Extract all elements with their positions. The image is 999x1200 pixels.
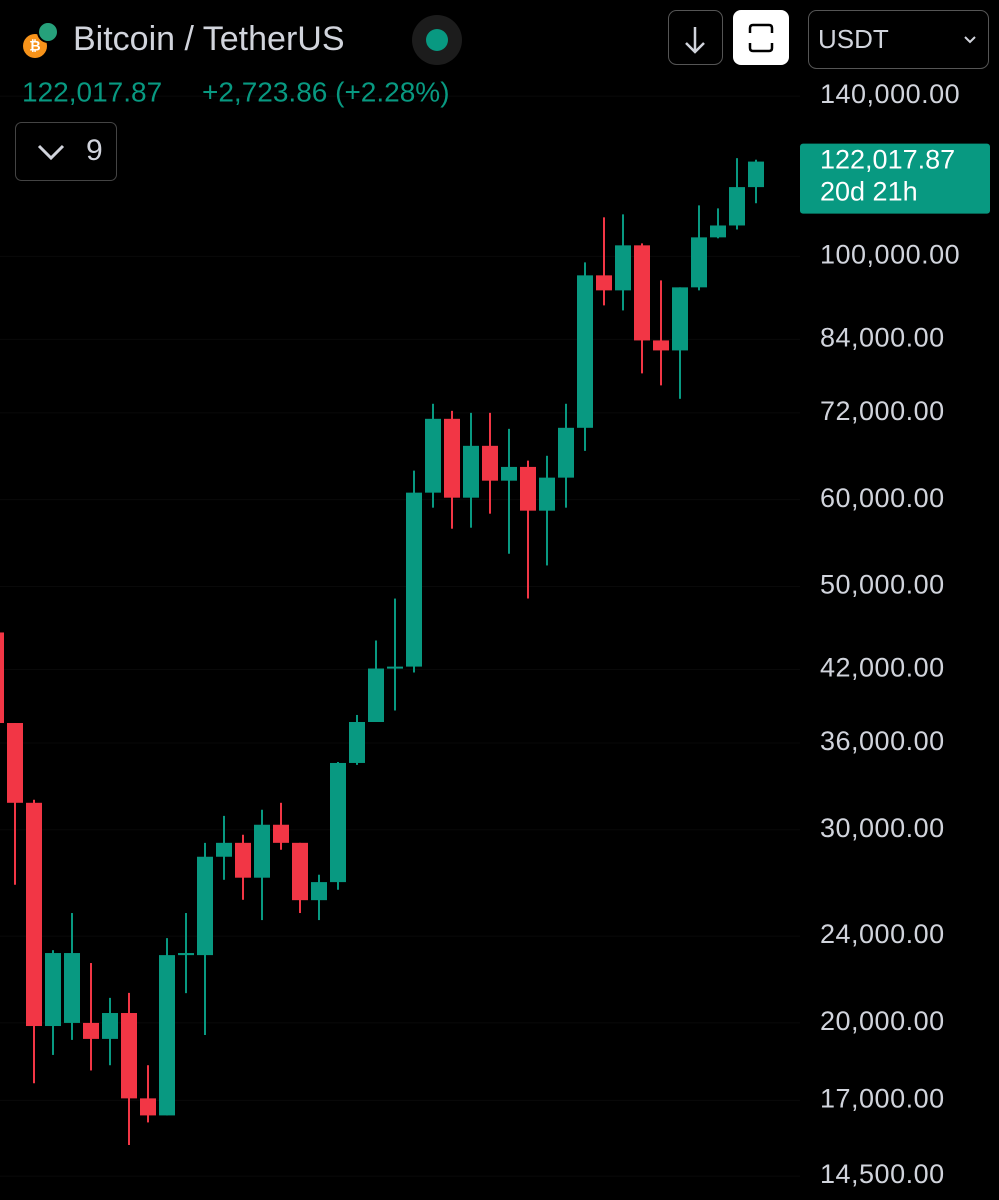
y-tick-label: 60,000.00	[820, 483, 945, 513]
y-tick-label: 20,000.00	[820, 1006, 945, 1036]
candle-body	[178, 953, 194, 956]
candle-body	[254, 824, 270, 878]
candle-body	[444, 418, 460, 498]
y-tick-label: 24,000.00	[820, 919, 945, 949]
candle-body	[102, 1013, 118, 1039]
candle-body	[121, 1013, 137, 1099]
countdown-label: 20d 21h	[820, 177, 918, 207]
last-price: 122,017.87	[22, 76, 162, 107]
candle-body	[330, 762, 346, 883]
header: ₿ Bitcoin / TetherUS USDT 122,017.87 +2,…	[15, 10, 989, 181]
candle-body	[729, 187, 745, 226]
candle-body	[748, 161, 764, 188]
candle-body	[83, 1022, 99, 1039]
y-tick-label: 72,000.00	[820, 396, 945, 426]
arrow-icon	[685, 27, 705, 54]
price-change: +2,723.86 (+2.28%)	[202, 76, 450, 107]
candle-body	[7, 723, 23, 803]
candle-body	[292, 842, 308, 901]
candle-body	[710, 225, 726, 238]
y-tick-label: 30,000.00	[820, 813, 945, 843]
candle-body	[140, 1098, 156, 1116]
candle-body	[349, 721, 365, 763]
y-tick-label: 84,000.00	[820, 323, 945, 353]
y-tick-label: 50,000.00	[820, 570, 945, 600]
status-dot	[426, 29, 448, 51]
last-price-marker	[800, 143, 990, 214]
currency-label: USDT	[818, 24, 889, 54]
candle-body	[311, 882, 327, 901]
candle-body	[45, 953, 61, 1027]
candle-body	[501, 466, 517, 481]
candle-body	[387, 666, 403, 669]
candle-body	[368, 668, 384, 722]
candle-body	[596, 275, 612, 291]
indicator-count: 9	[86, 134, 103, 167]
tether-icon	[37, 21, 59, 43]
candle-body	[64, 953, 80, 1023]
indicators-toggle[interactable]	[15, 122, 117, 181]
chevron-icon	[964, 36, 976, 44]
candle-body	[425, 418, 441, 493]
chevron-icon	[37, 144, 65, 161]
fullscreen-button[interactable]	[733, 10, 789, 65]
candle-body	[26, 802, 42, 1027]
candle-body	[235, 842, 251, 878]
candle-body	[463, 445, 479, 498]
y-tick-label: 36,000.00	[820, 726, 945, 756]
candle-body	[273, 824, 289, 843]
candle-body	[615, 245, 631, 291]
candle-body	[197, 856, 213, 956]
candle-body	[672, 287, 688, 351]
candle-body	[558, 427, 574, 478]
candle-body	[520, 466, 536, 511]
y-tick-label: 17,000.00	[820, 1083, 945, 1113]
last-price-label: 122,017.87	[820, 145, 955, 175]
candle-body	[634, 245, 650, 341]
symbol-title: Bitcoin / TetherUS	[73, 20, 345, 58]
candle-body	[482, 445, 498, 481]
y-tick-label: 140,000.00	[820, 79, 960, 109]
candle-body	[216, 842, 232, 857]
y-tick-label: 100,000.00	[820, 239, 960, 269]
candle-body	[159, 955, 175, 1116]
candle-body	[406, 492, 422, 667]
y-tick-label: 14,500.00	[820, 1159, 945, 1189]
bitcoin-glyph: ₿	[29, 38, 40, 54]
candle-body	[653, 340, 669, 351]
candle-body	[0, 632, 4, 724]
candle-body	[577, 275, 593, 428]
currency-select[interactable]	[808, 10, 989, 69]
fullscreen-icon	[748, 23, 774, 53]
candle-body	[539, 477, 555, 511]
y-tick-label: 42,000.00	[820, 653, 945, 683]
candle-body	[691, 237, 707, 288]
